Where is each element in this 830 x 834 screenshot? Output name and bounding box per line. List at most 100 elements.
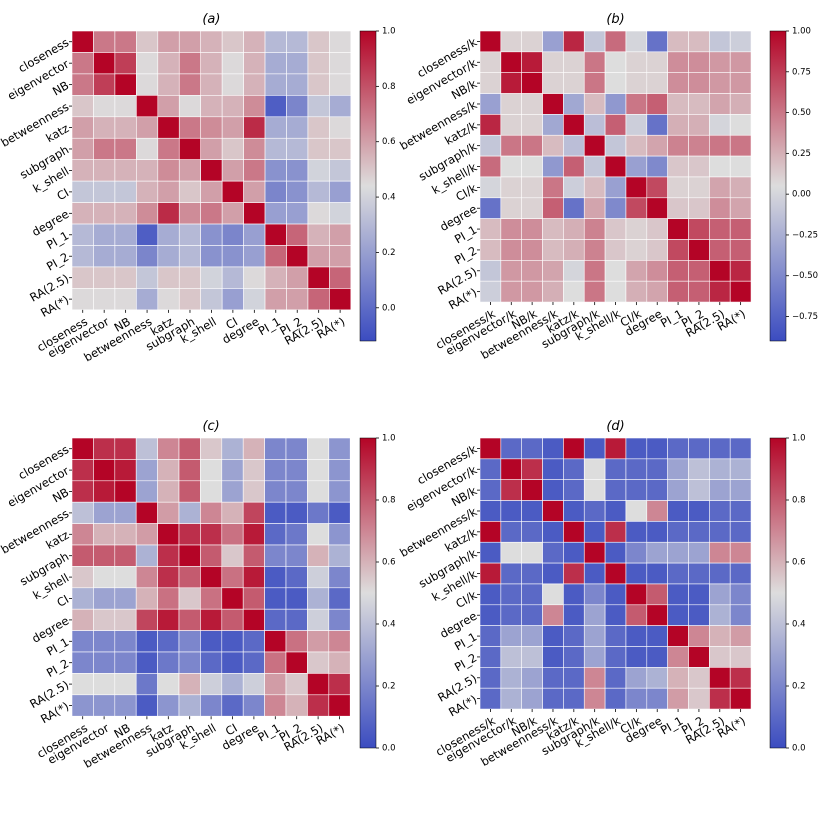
- heatmap-cell: [709, 176, 731, 199]
- heatmap-cell: [688, 604, 710, 626]
- heatmap-cell: [688, 583, 710, 606]
- heatmap-cell: [307, 608, 330, 631]
- row-label: NB: [50, 78, 71, 98]
- heatmap-cell: [285, 480, 308, 503]
- heatmap-cell: [604, 155, 627, 178]
- heatmap-cell: [500, 176, 523, 199]
- heatmap-cell: [71, 630, 94, 653]
- heatmap-cell: [221, 694, 244, 717]
- heatmap-cell: [200, 116, 223, 139]
- heatmap-cell: [729, 134, 752, 157]
- heatmap-cell: [729, 583, 752, 606]
- heatmap-cell: [604, 437, 627, 460]
- heatmap-cell: [328, 459, 351, 482]
- heatmap-cell: [500, 72, 523, 94]
- heatmap-cell: [242, 608, 265, 631]
- heatmap-cell: [114, 95, 137, 118]
- heatmap-cell: [583, 437, 606, 460]
- heatmap-cell: [583, 646, 606, 668]
- heatmap-cell: [563, 51, 585, 73]
- heatmap-cell: [500, 562, 523, 585]
- heatmap-cell: [307, 437, 330, 460]
- heatmap-cell: [563, 583, 585, 606]
- heatmap-cell: [93, 566, 116, 589]
- heatmap-cell: [583, 93, 606, 115]
- heatmap-cell: [221, 437, 244, 460]
- heatmap-cell: [200, 202, 223, 225]
- heatmap-cell: [114, 566, 137, 589]
- heatmap-cell: [243, 223, 266, 246]
- heatmap-cell: [479, 197, 502, 219]
- colorbar-tick-label: 0.25: [792, 149, 811, 159]
- colorbar-tick-label: 0.8: [792, 496, 806, 506]
- heatmap-cell: [242, 651, 265, 674]
- heatmap-cell: [221, 180, 244, 203]
- heatmap-cell: [500, 541, 523, 564]
- heatmap-cell: [93, 223, 116, 246]
- heatmap-cell: [114, 180, 137, 203]
- heatmap-panel-1: (a)closenesseigenvectorNBbetweennesskatz…: [0, 12, 396, 365]
- heatmap-cell: [521, 218, 543, 240]
- heatmap-cell: [542, 604, 564, 626]
- heatmap-cell: [521, 625, 543, 647]
- heatmap-cell: [729, 260, 752, 282]
- heatmap-cell: [242, 587, 265, 610]
- heatmap-cell: [646, 114, 668, 136]
- heatmap-cell: [93, 180, 116, 203]
- heatmap-cell: [221, 544, 244, 567]
- row-label: PI_2: [44, 656, 71, 680]
- heatmap-cell: [709, 667, 731, 689]
- heatmap-cell: [178, 630, 201, 653]
- heatmap-cell: [625, 93, 648, 115]
- heatmap-cell: [500, 583, 523, 606]
- heatmap-cell: [264, 437, 287, 460]
- heatmap-cell: [178, 694, 201, 717]
- heatmap-cell: [242, 459, 265, 482]
- heatmap-cell: [286, 30, 309, 53]
- heatmap-cell: [646, 687, 668, 710]
- heatmap-cell: [542, 218, 564, 240]
- heatmap-cell: [307, 73, 330, 96]
- heatmap-cell: [114, 501, 137, 524]
- heatmap-panel-3: (c)closenesseigenvectorNBbetweennesskatz…: [0, 419, 396, 771]
- heatmap-cell: [604, 687, 627, 710]
- heatmap-cell: [500, 239, 523, 261]
- heatmap-cell: [71, 30, 94, 53]
- heatmap-cell: [329, 159, 352, 182]
- heatmap-cell: [329, 266, 352, 289]
- heatmap-cell: [285, 673, 308, 696]
- heatmap-cell: [157, 437, 180, 460]
- heatmap-cell: [328, 673, 351, 696]
- heatmap-cell: [542, 458, 564, 481]
- heatmap-cell: [625, 176, 648, 199]
- heatmap-cell: [264, 480, 287, 503]
- heatmap-cell: [71, 480, 94, 503]
- heatmap-cell: [521, 521, 543, 543]
- heatmap-cell: [221, 116, 244, 139]
- heatmap-cell: [93, 651, 116, 674]
- heatmap-cell: [688, 176, 710, 199]
- heatmap-cell: [563, 562, 585, 585]
- heatmap-cell: [479, 604, 502, 626]
- heatmap-cell: [285, 587, 308, 610]
- heatmap-cell: [729, 93, 752, 115]
- heatmap-cell: [178, 137, 202, 161]
- heatmap-cell: [688, 521, 710, 543]
- heatmap-cell: [157, 116, 180, 139]
- heatmap-cell: [729, 280, 752, 303]
- heatmap-cell: [563, 218, 585, 240]
- colorbar-tick-label: 0.6: [382, 558, 396, 568]
- colorbar: [769, 437, 787, 749]
- heatmap-panel-2: (b)closeness/keigenvector/kNB/kbetweenne…: [397, 12, 818, 362]
- heatmap-cell: [583, 521, 606, 543]
- heatmap-cell: [243, 30, 266, 53]
- heatmap-cell: [667, 521, 689, 543]
- colorbar-tick-label: 0.4: [792, 620, 806, 630]
- heatmap-cell: [114, 544, 137, 567]
- heatmap-cell: [71, 288, 94, 311]
- heatmap-cell: [625, 646, 648, 668]
- heatmap-cell: [667, 479, 689, 501]
- heatmap-cell: [729, 500, 752, 522]
- heatmap-cell: [264, 137, 287, 161]
- heatmap-cell: [136, 266, 159, 289]
